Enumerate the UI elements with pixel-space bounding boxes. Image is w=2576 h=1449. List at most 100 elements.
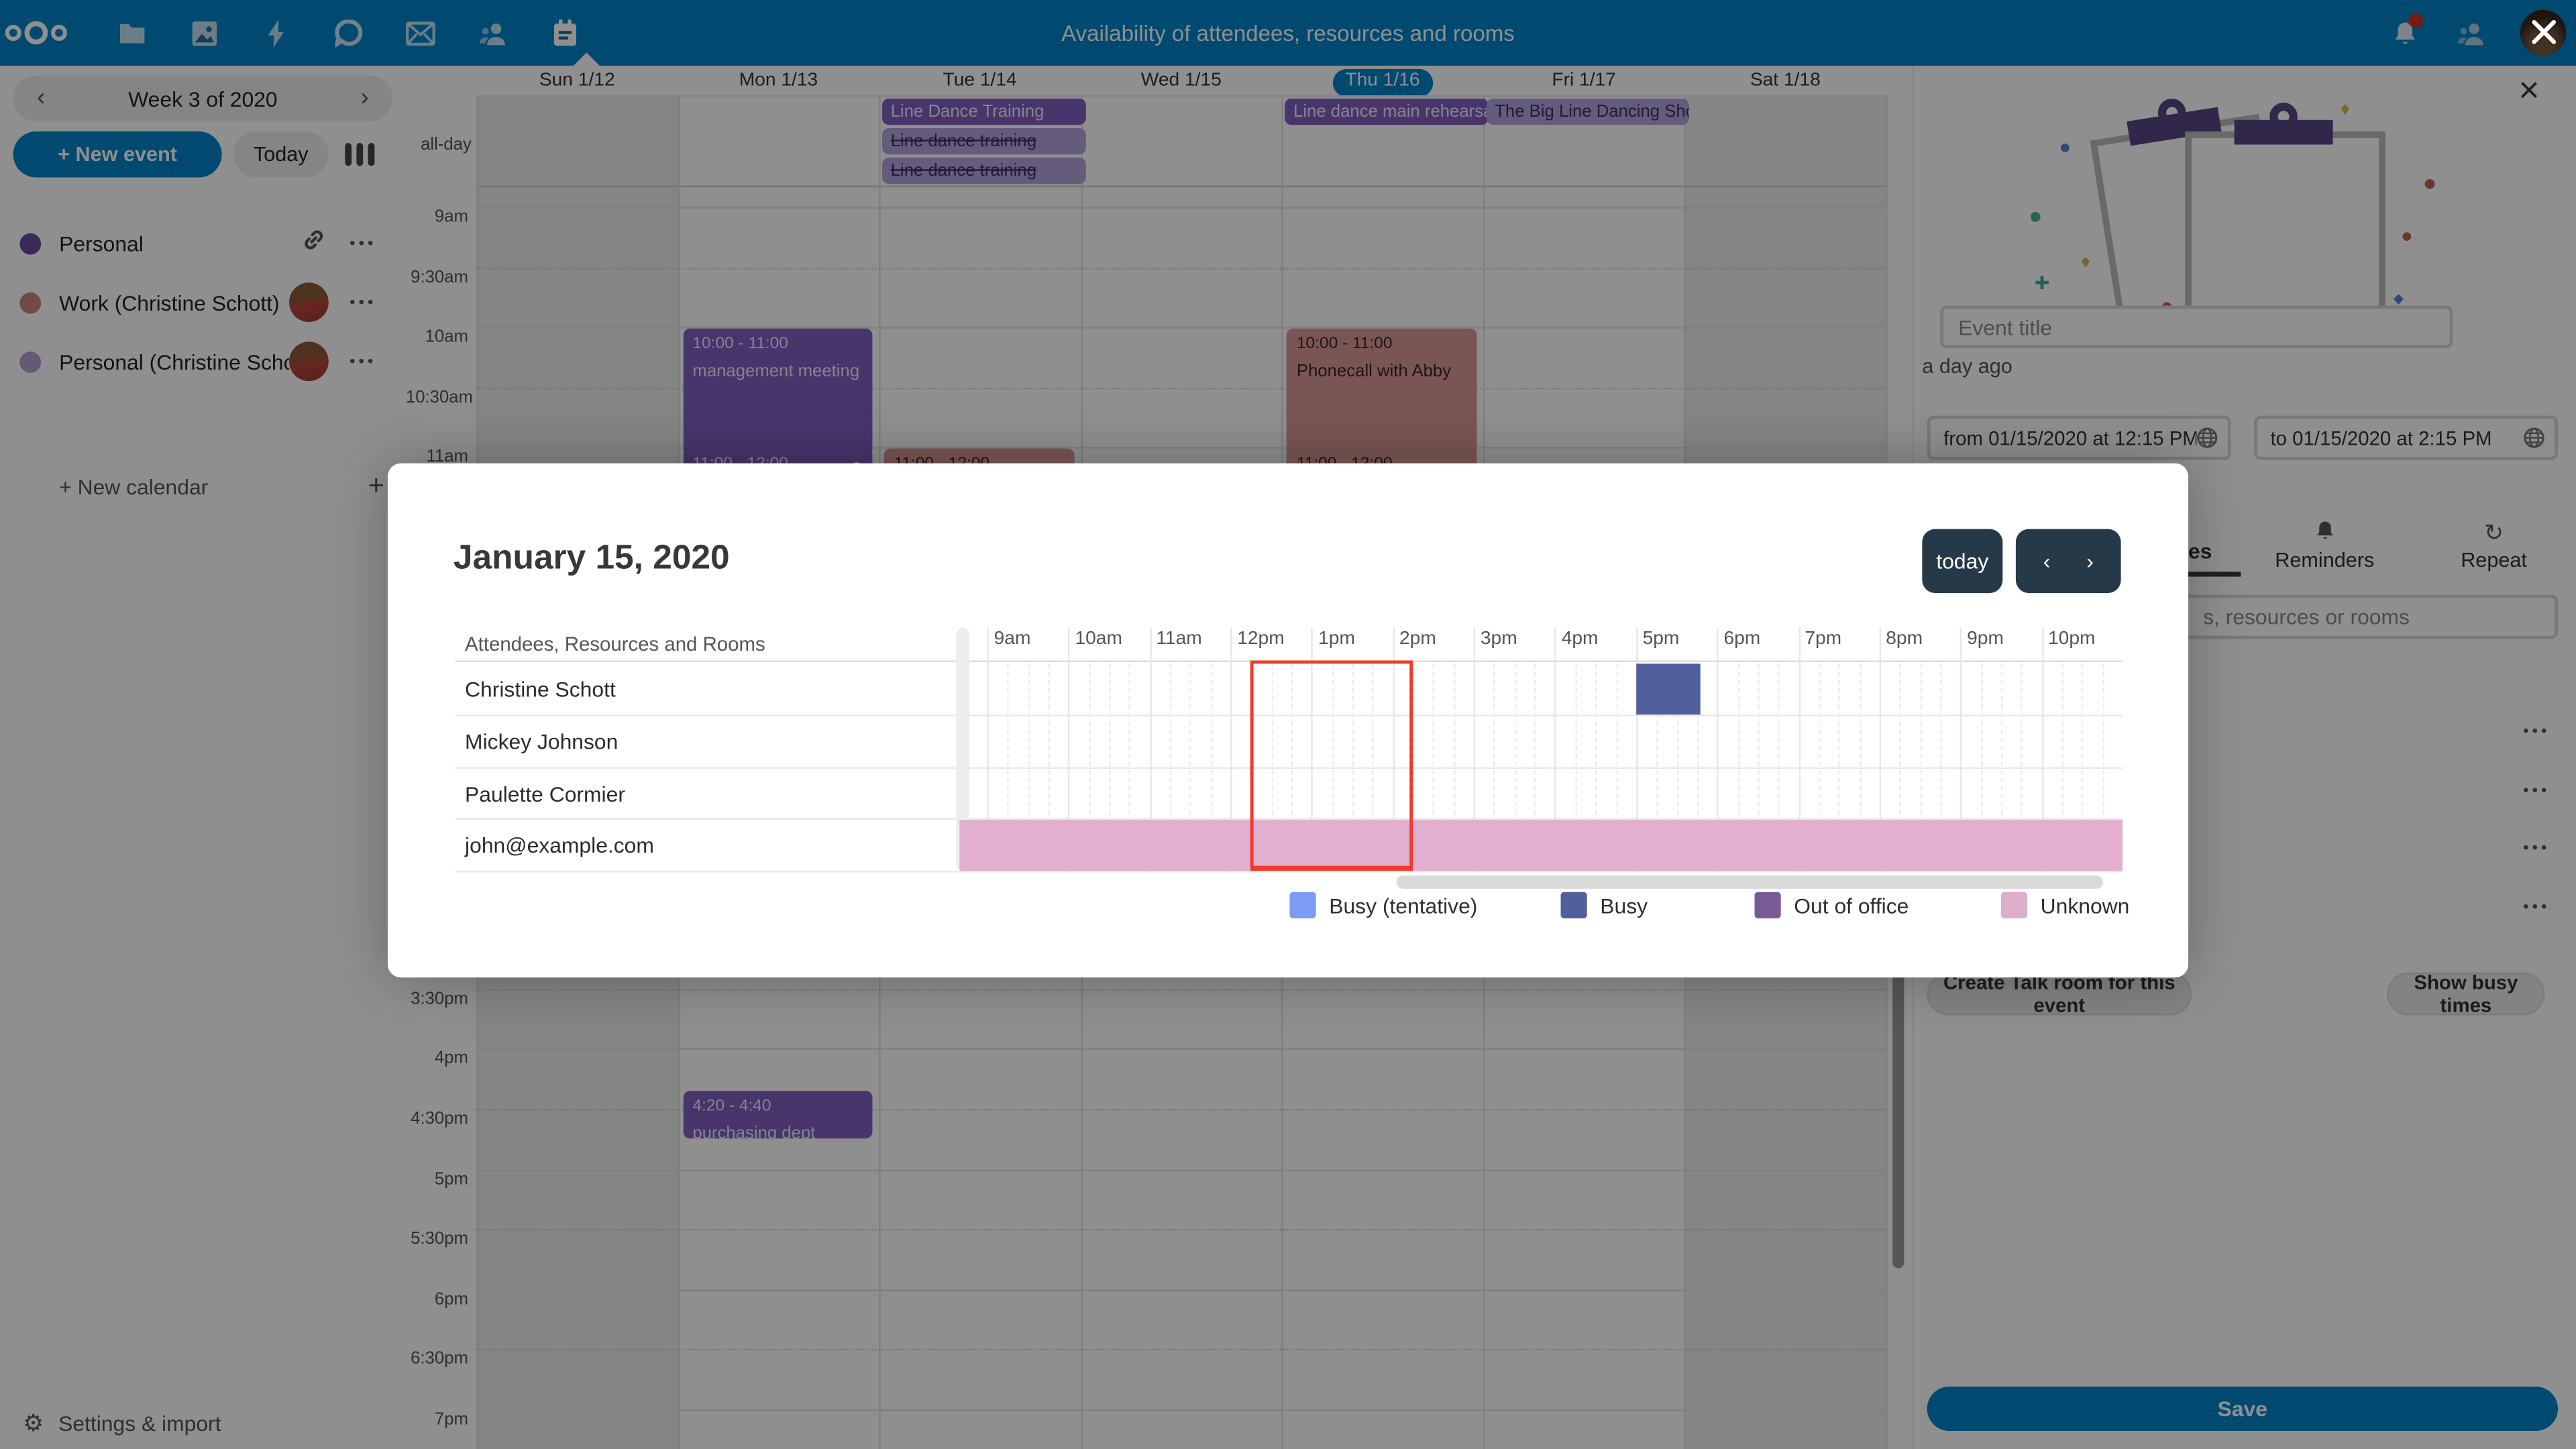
modal-close-icon[interactable] bbox=[2530, 18, 2558, 54]
attendee-menu-icon[interactable]: ••• bbox=[2522, 839, 2551, 858]
new-calendar-button[interactable]: + New calendar + bbox=[0, 457, 406, 516]
quarter-line bbox=[1413, 663, 1415, 873]
legend-item: Busy (tentative) bbox=[1289, 892, 1477, 918]
day-header[interactable]: Tue 1/14 bbox=[943, 70, 1017, 91]
quarter-line bbox=[1088, 663, 1091, 873]
calendar-event[interactable]: 10:00 - 11:00 Phonecall with Abby bbox=[1287, 329, 1477, 458]
day-header[interactable]: Sun 1/12 bbox=[539, 70, 615, 91]
today-button[interactable]: Today bbox=[233, 131, 329, 178]
attendee-menu-icon[interactable]: ••• bbox=[2522, 722, 2551, 741]
time-label: 6pm bbox=[434, 1289, 468, 1309]
hour-label: 9pm bbox=[1967, 629, 2004, 649]
event-title: Phonecall with Abby bbox=[1296, 362, 1452, 382]
calendar-event[interactable]: 4:20 - 4:40 purchasing dept bbox=[682, 1090, 873, 1139]
selected-time-range[interactable] bbox=[1250, 660, 1413, 871]
attendee-menu-icon[interactable]: ••• bbox=[2522, 898, 2551, 916]
save-button[interactable]: Save bbox=[1927, 1386, 2559, 1432]
hour-line bbox=[1635, 627, 1638, 873]
modal-today-button[interactable]: today bbox=[1922, 529, 2003, 594]
quarter-line bbox=[1980, 663, 1982, 873]
row-divider bbox=[455, 818, 2123, 820]
time-label: 6:30pm bbox=[411, 1349, 468, 1369]
notifications-bell-icon[interactable] bbox=[2372, 0, 2438, 66]
mail-icon[interactable] bbox=[384, 0, 457, 66]
calendar-name: Work (Christine Schott) bbox=[59, 290, 280, 315]
notification-dot bbox=[2408, 13, 2424, 28]
next-week-button[interactable]: › bbox=[360, 83, 369, 112]
settings-import-button[interactable]: ⚙ Settings & import bbox=[0, 1397, 406, 1449]
event-time: 10:00 - 11:00 bbox=[1296, 335, 1393, 354]
tab-attendees[interactable]: es bbox=[2188, 539, 2212, 564]
hour-line bbox=[1960, 627, 1962, 873]
calendar-list-item[interactable]: Work (Christine Schott) ••• bbox=[0, 273, 406, 332]
tab-reminders[interactable]: Reminders bbox=[2275, 519, 2374, 572]
day-header[interactable]: Mon 1/13 bbox=[739, 70, 818, 91]
nextcloud-logo[interactable] bbox=[0, 0, 72, 66]
hour-label: 12pm bbox=[1237, 629, 1285, 649]
calendar-menu-icon[interactable]: ••• bbox=[349, 352, 377, 371]
calendar-list-item[interactable]: Personal (Christine Scho... ••• bbox=[0, 332, 406, 391]
activity-icon[interactable] bbox=[240, 0, 313, 66]
quarter-line bbox=[1494, 663, 1496, 873]
chevron-left-icon[interactable]: ‹ bbox=[2043, 548, 2051, 574]
hour-label: 8pm bbox=[1886, 629, 1923, 649]
view-toggle-icon[interactable] bbox=[345, 143, 375, 166]
calendar-list-item[interactable]: Personal ••• bbox=[0, 213, 406, 272]
end-datetime-field[interactable]: to 01/15/2020 at 2:15 PM bbox=[2254, 415, 2559, 460]
quarter-line bbox=[1615, 663, 1618, 873]
quarter-line bbox=[1008, 663, 1010, 873]
day-header[interactable]: Sat 1/18 bbox=[1750, 70, 1821, 91]
show-busy-times-button[interactable]: Show busy times bbox=[2387, 971, 2545, 1017]
calendar-icon[interactable] bbox=[529, 0, 602, 66]
day-header[interactable]: Fri 1/17 bbox=[1552, 70, 1616, 91]
start-datetime-field[interactable]: from 01/15/2020 at 12:15 PM bbox=[1927, 415, 2231, 460]
contacts-icon[interactable] bbox=[457, 0, 529, 66]
hour-label: 3pm bbox=[1480, 629, 1517, 649]
new-event-button[interactable]: + New event bbox=[13, 131, 222, 178]
quarter-line bbox=[1514, 663, 1516, 873]
table-horizontal-scrollbar[interactable] bbox=[1396, 875, 2103, 889]
share-link-icon[interactable] bbox=[289, 227, 338, 259]
contacts-menu-icon[interactable] bbox=[2438, 0, 2504, 66]
timezone-globe-icon[interactable] bbox=[2196, 427, 2218, 449]
quarter-line bbox=[1676, 663, 1678, 873]
top-navigation-bar: Availability of attendees, resources and… bbox=[0, 0, 2576, 66]
legend-swatch bbox=[1560, 892, 1587, 918]
hour-line bbox=[2041, 627, 2043, 873]
timezone-globe-icon[interactable] bbox=[2524, 427, 2545, 449]
allday-event[interactable]: Line dance main rehearsal bbox=[1285, 98, 1489, 125]
quarter-line bbox=[2061, 663, 2063, 873]
allday-event[interactable]: Line dance training bbox=[882, 128, 1086, 155]
legend-swatch bbox=[1754, 892, 1781, 918]
calendar-menu-icon[interactable]: ••• bbox=[349, 293, 377, 312]
day-header-today[interactable]: Thu 1/16 bbox=[1332, 68, 1434, 97]
calendar-menu-icon[interactable]: ••• bbox=[349, 233, 377, 252]
photos-icon[interactable] bbox=[168, 0, 240, 66]
allday-divider bbox=[476, 185, 1886, 188]
day-header[interactable]: Wed 1/15 bbox=[1140, 70, 1222, 91]
allday-event[interactable]: Line dance training bbox=[882, 158, 1086, 184]
hour-label: 11am bbox=[1156, 629, 1202, 649]
allday-event[interactable]: The Big Line Dancing Show bbox=[1486, 98, 1690, 125]
hour-line bbox=[1311, 627, 1313, 873]
table-vertical-scrollbar[interactable] bbox=[956, 627, 969, 871]
attendee-row-name: Paulette Cormier bbox=[465, 781, 625, 806]
files-icon[interactable] bbox=[95, 0, 168, 66]
allday-event[interactable]: Line Dance Training bbox=[882, 98, 1086, 125]
bell-icon bbox=[2275, 519, 2374, 545]
quarter-line bbox=[1919, 663, 1922, 873]
talk-icon[interactable] bbox=[312, 0, 384, 66]
previous-week-button[interactable]: ‹ bbox=[37, 83, 46, 112]
tab-repeat[interactable]: ↻ Repeat bbox=[2461, 519, 2527, 572]
quarter-line bbox=[1169, 663, 1172, 873]
attendee-menu-icon[interactable]: ••• bbox=[2522, 781, 2551, 800]
quarter-line bbox=[1332, 663, 1334, 873]
quarter-line bbox=[1352, 663, 1354, 873]
modal-prev-next-buttons[interactable]: ‹ › bbox=[2015, 529, 2121, 594]
quarter-line bbox=[1129, 663, 1131, 873]
sidebar-close-icon[interactable]: × bbox=[2518, 68, 2540, 111]
event-title: management meeting bbox=[692, 362, 860, 382]
event-title-input[interactable] bbox=[1940, 305, 2453, 349]
calendar-event[interactable]: 10:00 - 11:00 management meeting bbox=[682, 329, 873, 458]
chevron-right-icon[interactable]: › bbox=[2086, 548, 2094, 574]
